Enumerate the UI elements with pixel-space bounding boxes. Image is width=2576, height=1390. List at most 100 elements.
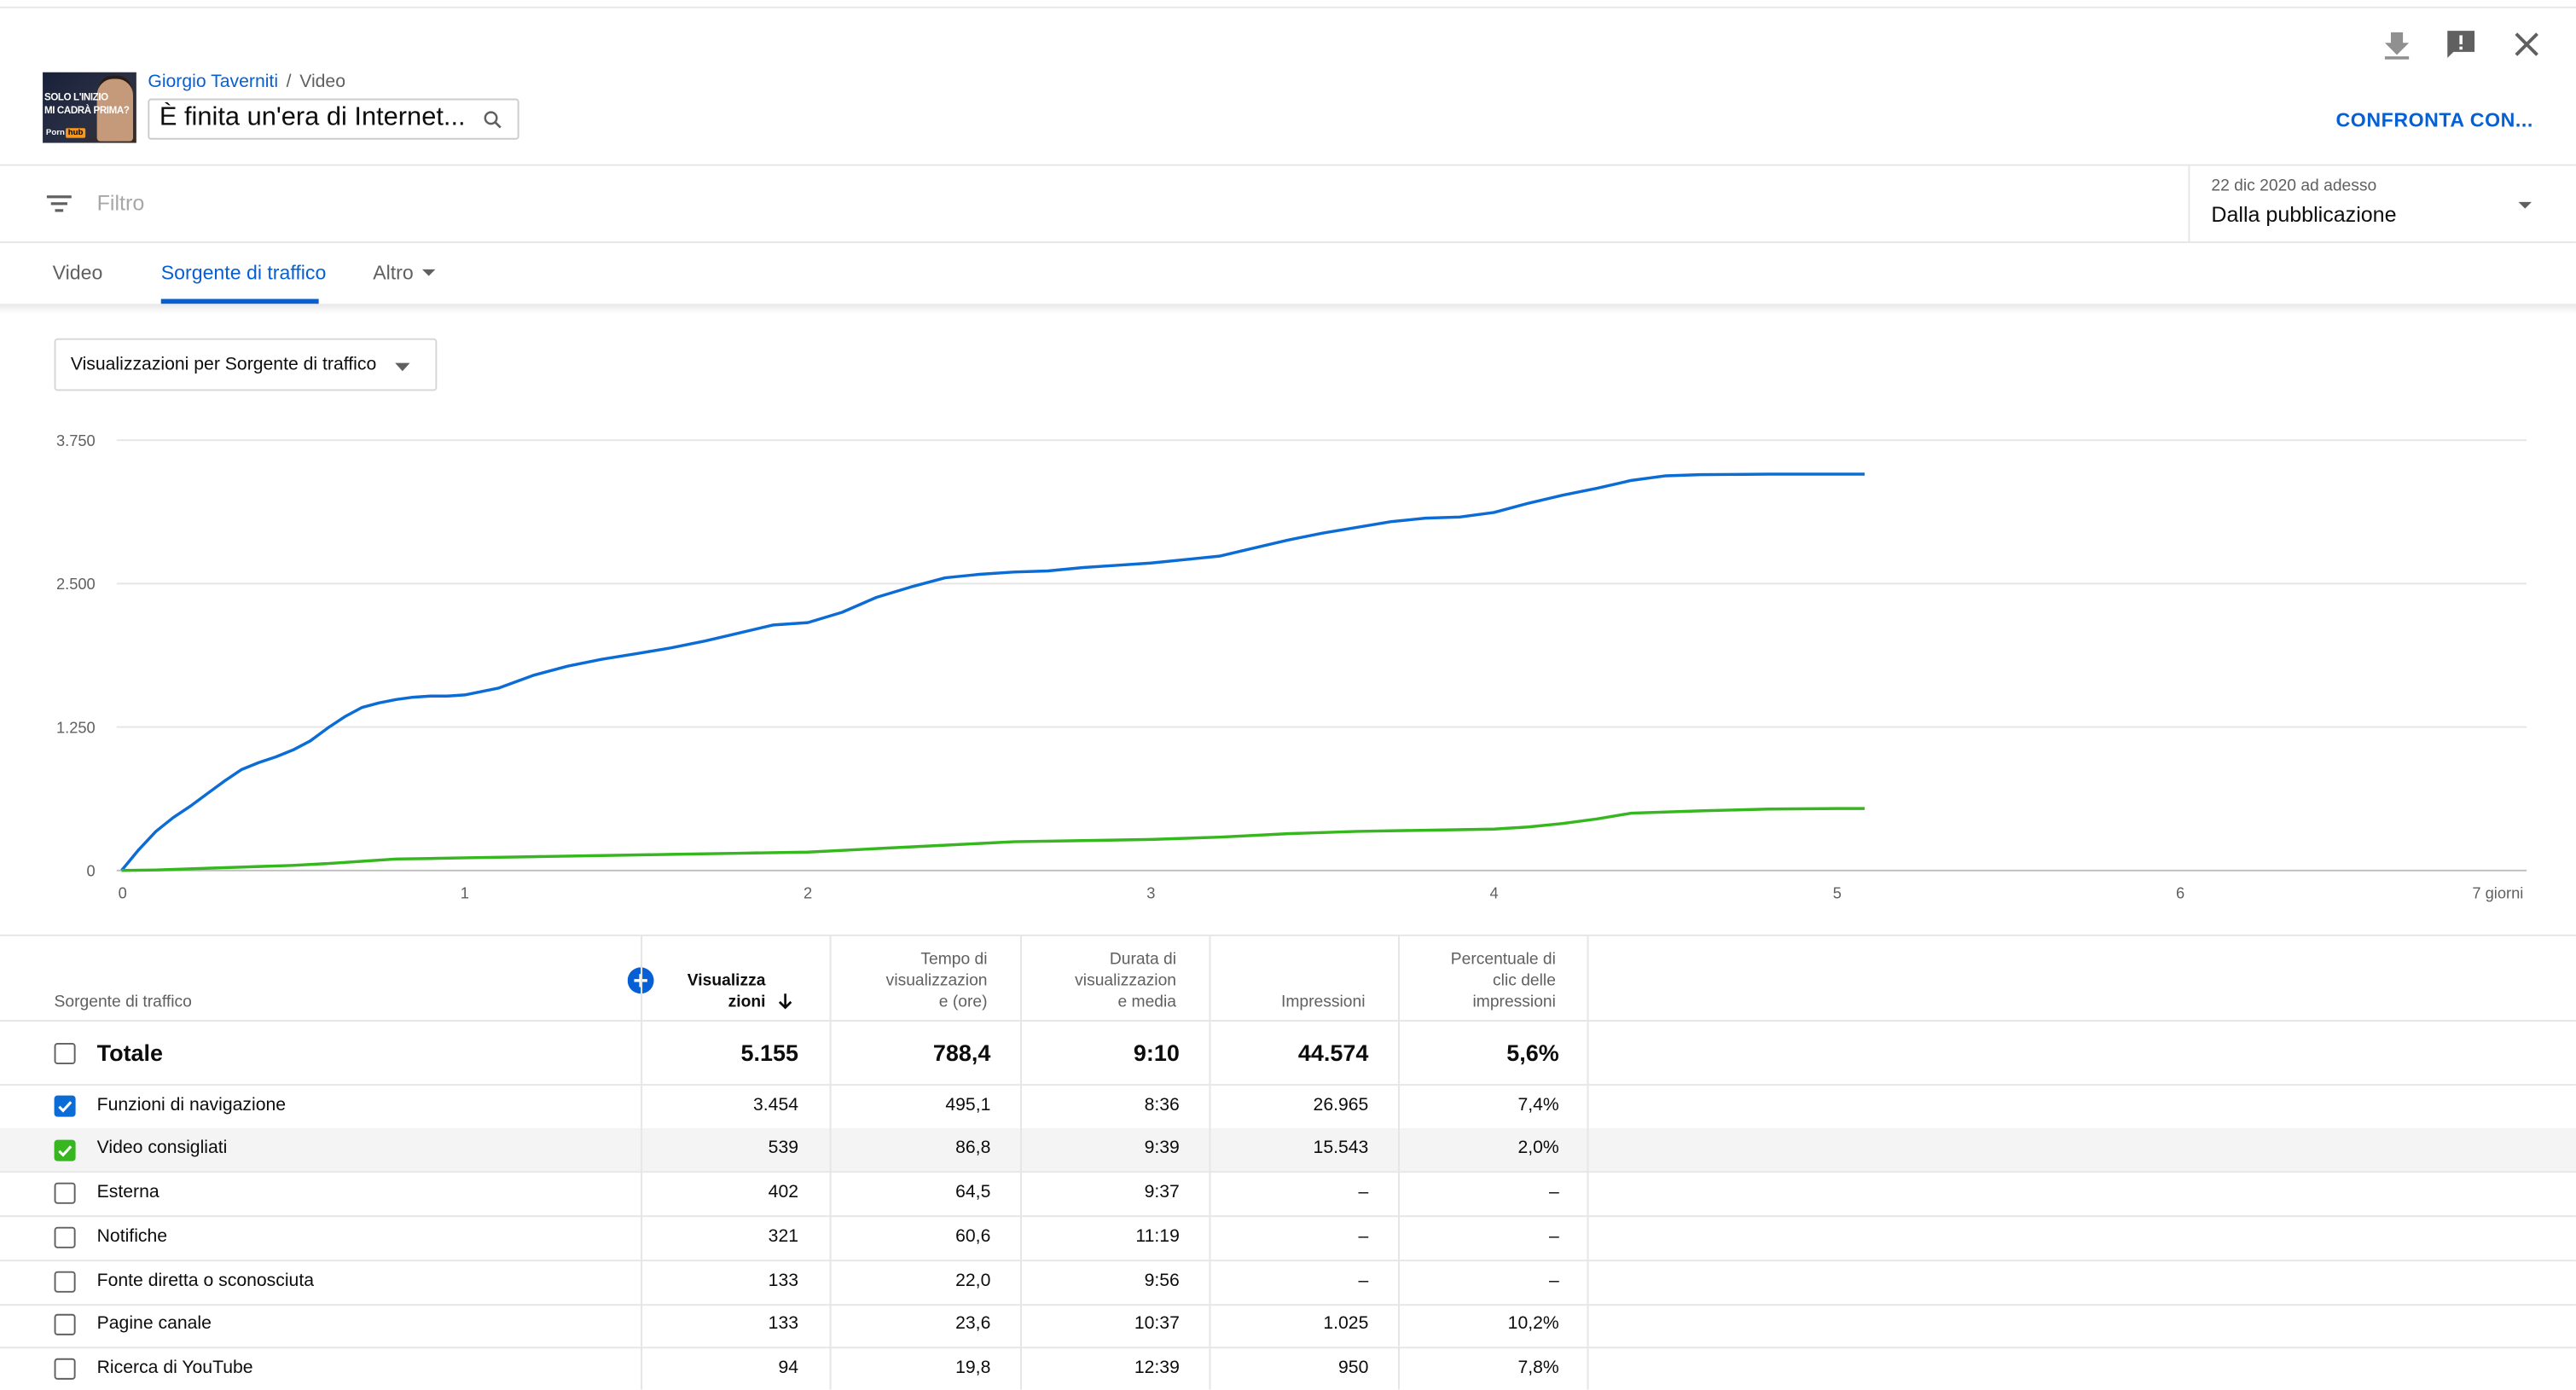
x-tick-label: 5 [1833,884,1842,902]
x-tick-label: 7 giorni [2472,884,2523,902]
ctr-cell: 7,4% [1517,1095,1559,1115]
tab-video[interactable]: Video [52,261,103,285]
feedback-icon[interactable] [2443,26,2479,62]
total-label: Totale [96,1039,164,1066]
total-row: Totale 5.155 788,4 9:10 44.574 5,6% [0,1022,2576,1084]
row-divider [0,1020,2576,1022]
x-tick-label: 3 [1146,884,1155,902]
column-divider [1020,935,1022,1390]
tab-more-caret-icon[interactable] [421,266,437,279]
header-views[interactable]: Visualizza zioni [687,972,766,1012]
ctr-cell: – [1548,1270,1559,1290]
series-line [121,807,1865,872]
ctr-cell: – [1548,1182,1559,1203]
row-checkbox[interactable] [54,1358,76,1380]
x-tick-label: 2 [804,884,812,902]
tab-traffic-source[interactable]: Sorgente di traffico [160,261,327,285]
check-icon [58,1100,73,1113]
row-checkbox[interactable] [54,1271,76,1293]
traffic-source-label[interactable]: Video consigliati [96,1138,228,1159]
column-divider [1209,935,1211,1390]
arrow-down-icon[interactable] [777,992,793,1010]
ctr-cell: 5,6% [1506,1039,1559,1066]
ctr-cell: 10,2% [1507,1314,1559,1335]
row-checkbox[interactable] [54,1138,76,1161]
impressions-cell: 44.574 [1297,1039,1369,1066]
traffic-source-label[interactable]: Notifiche [96,1226,168,1247]
avg-duration-cell: 12:39 [1134,1358,1180,1378]
views-cell: 539 [768,1138,799,1159]
watch-time-cell: 60,6 [955,1226,991,1247]
x-tick-label: 6 [2176,884,2184,902]
views-cell: 133 [768,1314,799,1335]
row-checkbox[interactable] [54,1183,76,1205]
header-avg-duration[interactable]: Durata di visualizzazion e media [1075,951,1177,1012]
views-cell: 133 [768,1270,799,1290]
impressions-cell: – [1358,1270,1369,1290]
row-checkbox[interactable] [54,1226,76,1248]
tabs-shadow [0,304,2576,314]
watch-time-cell: 64,5 [955,1182,991,1203]
header-ctr[interactable]: Percentuale di clic delle impressioni [1450,951,1556,1012]
video-selector[interactable]: È finita un'era di Internet... [148,98,519,140]
header-traffic-source: Sorgente di traffico [54,993,192,1012]
column-divider [1398,935,1400,1390]
thumbnail-logo: Porn hub [45,128,85,138]
ctr-cell: 2,0% [1517,1138,1559,1159]
breadcrumb-separator: / [286,72,292,92]
y-tick-label: 1.250 [56,718,96,736]
filter-divider [2188,165,2190,242]
traffic-source-label[interactable]: Ricerca di YouTube [96,1358,253,1378]
y-tick-label: 2.500 [56,575,96,593]
x-tick-label: 0 [119,884,127,902]
table-row: Funzioni di navigazione 3.454 495,1 8:36 26.… [0,1084,2576,1127]
x-tick-label: 1 [461,884,469,902]
plus-circle-icon[interactable] [627,967,654,994]
row-checkbox[interactable] [54,1095,76,1117]
header-watch-time[interactable]: Tempo di visualizzazion e (ore) [885,951,988,1012]
views-cell: 3.454 [753,1095,799,1115]
breadcrumb: Giorgio Taverniti / Video [148,72,345,92]
chart-divider [0,934,2576,936]
date-range-select[interactable]: Dalla pubblicazione [2211,201,2397,227]
y-tick-label: 0 [87,862,96,880]
total-checkbox[interactable] [54,1042,76,1064]
traffic-source-label[interactable]: Pagine canale [96,1314,212,1335]
tab-more[interactable]: Altro [373,261,414,285]
impressions-cell: 26.965 [1313,1095,1369,1115]
filter-input[interactable]: Filtro [96,190,145,216]
traffic-source-label[interactable]: Fonte diretta o sconosciuta [96,1270,315,1290]
search-icon[interactable] [481,108,504,131]
download-icon[interactable] [2379,26,2415,62]
watch-time-cell: 86,8 [955,1138,991,1159]
impressions-cell: – [1358,1182,1369,1203]
traffic-source-label[interactable]: Esterna [96,1182,160,1203]
avg-duration-cell: 9:56 [1144,1270,1180,1290]
active-tab-indicator [160,298,319,304]
row-divider [0,1347,2576,1349]
line-chart: 0 1.250 2.500 3.750 0 1 2 3 4 5 6 7 giorni [56,431,2527,902]
avg-duration-cell: 9:10 [1133,1039,1180,1066]
date-range-caption: 22 dic 2020 ad adesso [2211,177,2377,196]
avg-duration-cell: 9:39 [1144,1138,1180,1159]
series-line [120,472,1865,872]
metric-dropdown[interactable]: Visualizzazioni per Sorgente di traffico [54,338,438,391]
filter-icon[interactable] [43,188,76,221]
ctr-cell: – [1548,1226,1559,1247]
table-row: Video consigliati 539 86,8 9:39 15.543 2,0% [0,1127,2576,1172]
views-cell: 94 [778,1358,799,1378]
avg-duration-cell: 11:19 [1135,1226,1180,1247]
impressions-cell: 950 [1337,1358,1369,1378]
row-checkbox[interactable] [54,1314,76,1336]
header-impressions[interactable]: Impressioni [1281,993,1366,1012]
compare-button[interactable]: CONFRONTA CON... [2335,108,2533,132]
x-tick-label: 4 [1489,884,1498,902]
close-icon[interactable] [2509,26,2544,62]
traffic-source-label[interactable]: Funzioni di navigazione [96,1095,287,1115]
breadcrumb-channel-link[interactable]: Giorgio Taverniti [148,72,279,92]
avg-duration-cell: 9:37 [1144,1182,1180,1203]
watch-time-cell: 19,8 [955,1358,991,1378]
chevron-down-icon[interactable] [2514,197,2537,213]
chevron-down-icon [395,362,410,372]
